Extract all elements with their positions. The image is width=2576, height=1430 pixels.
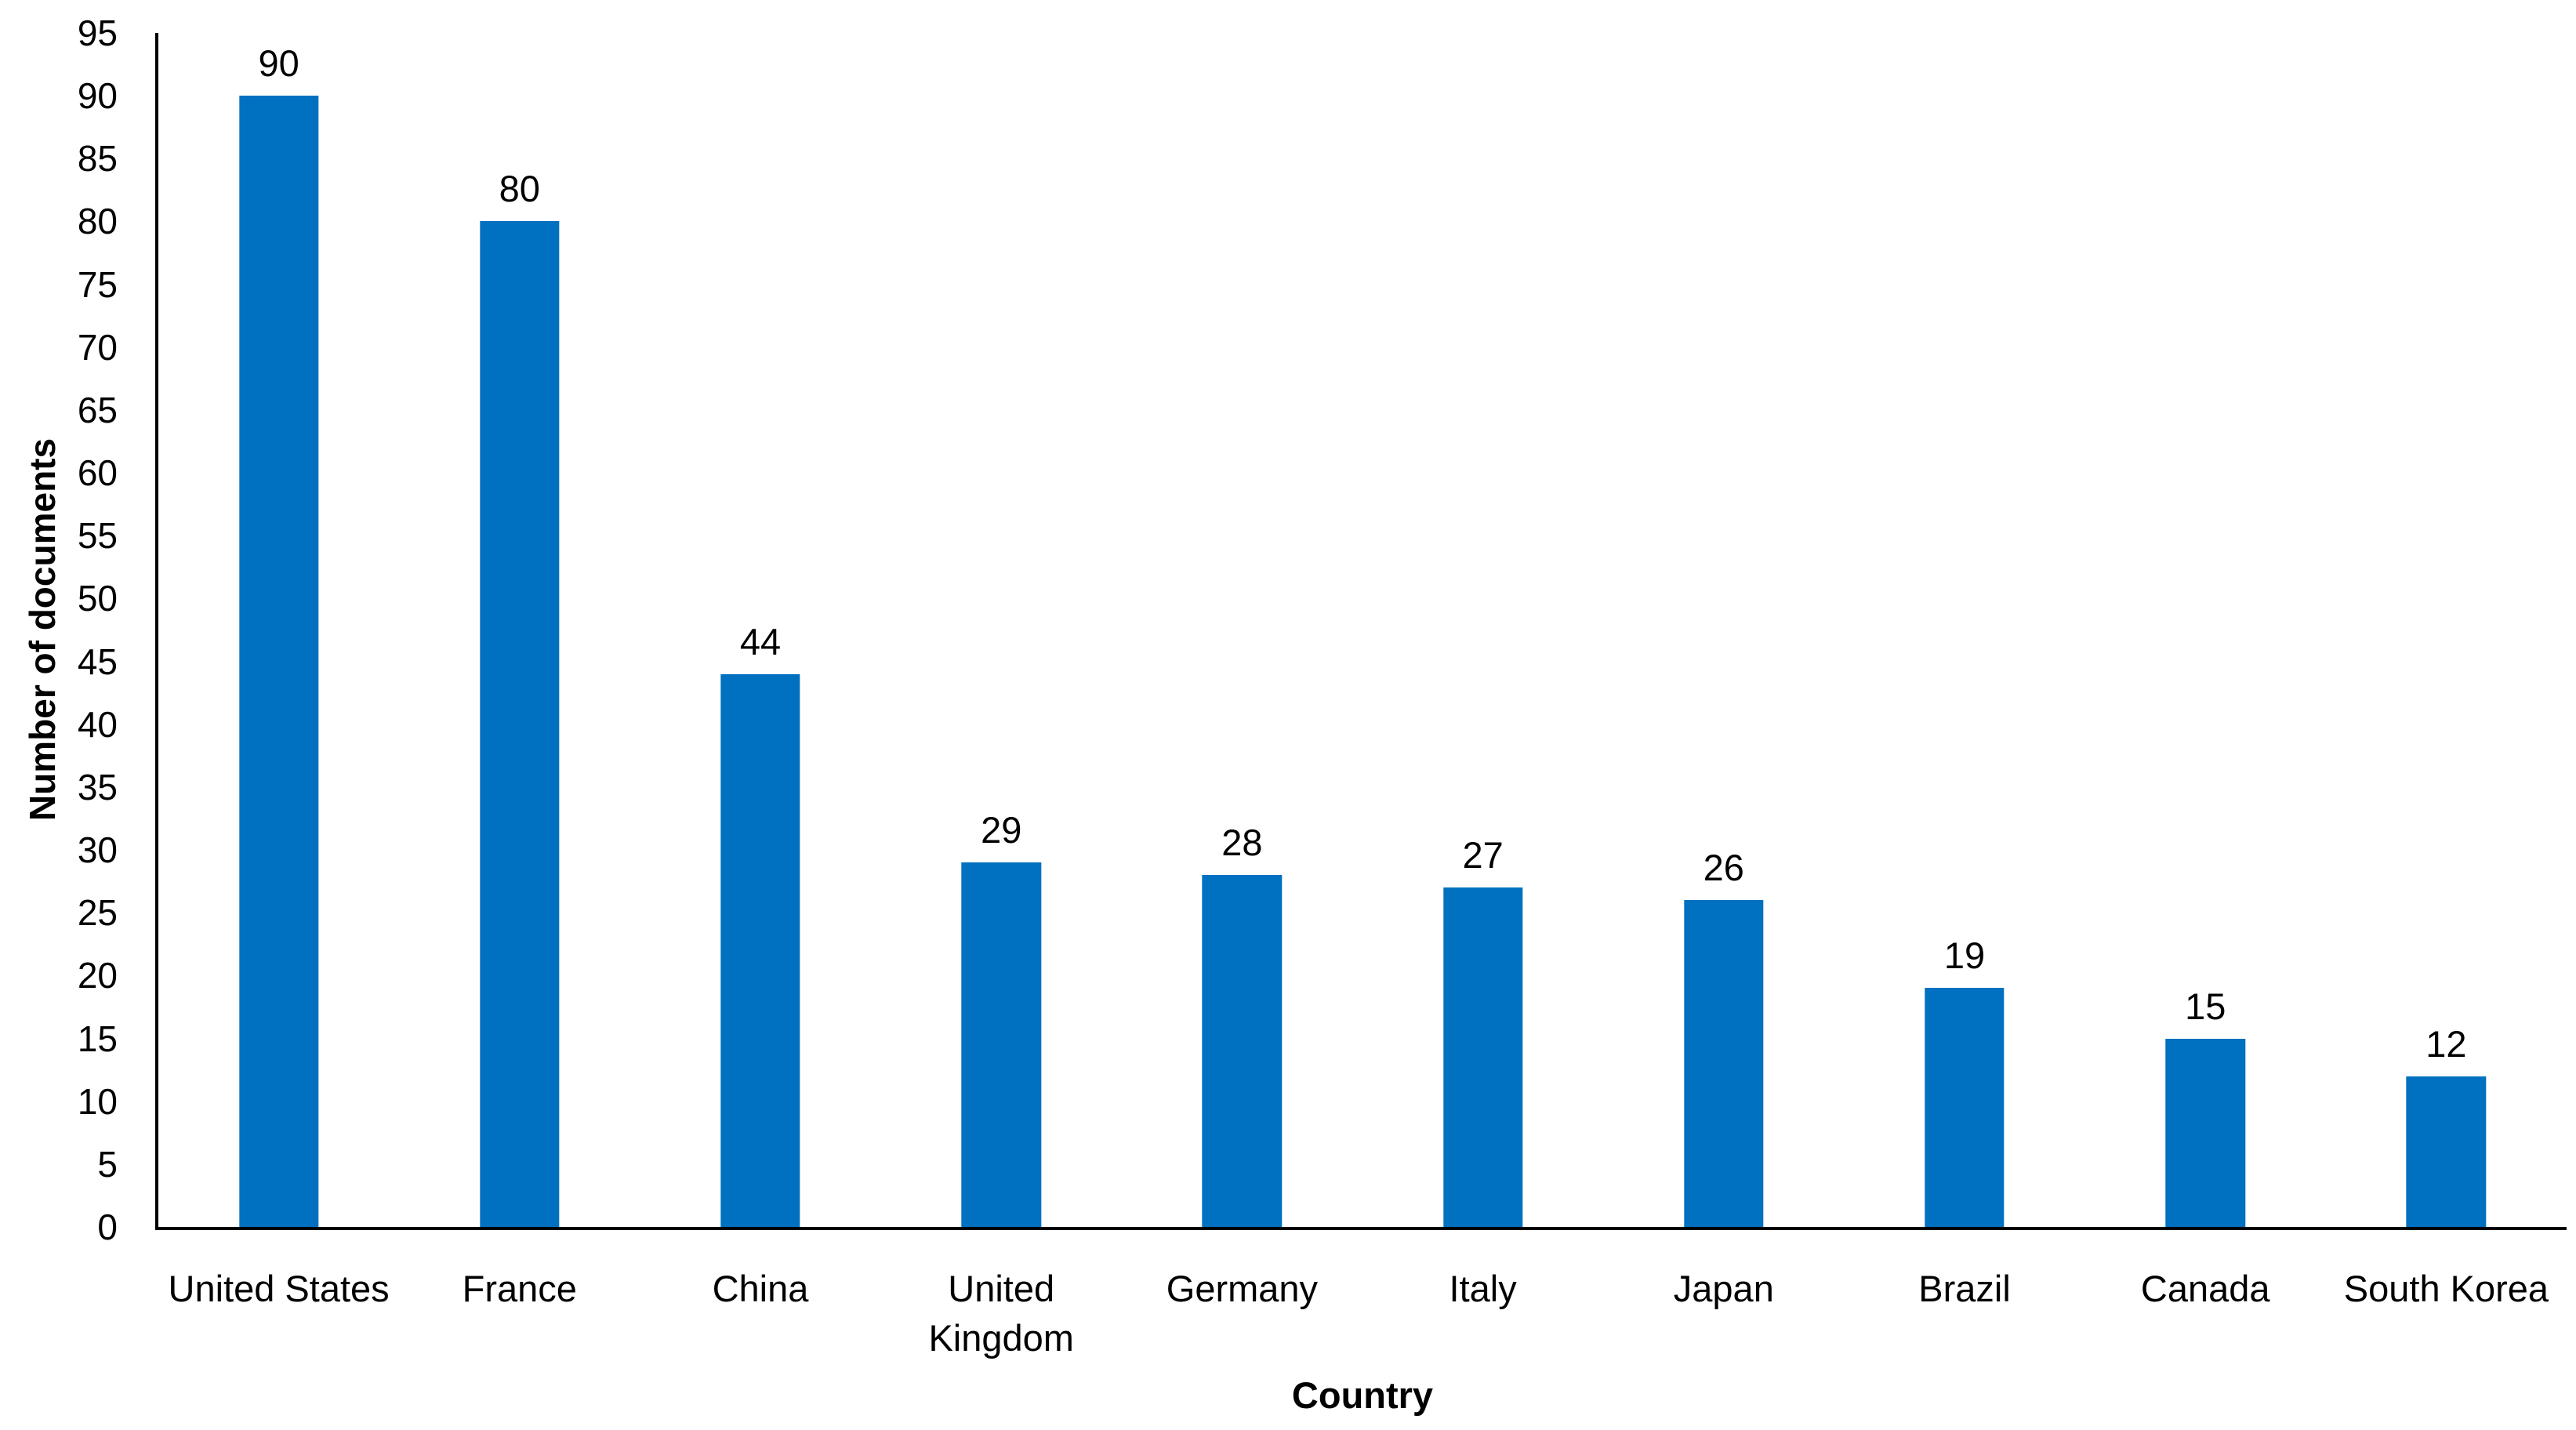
- y-tick-label: 60: [77, 452, 118, 494]
- y-tick-label: 55: [77, 515, 118, 557]
- y-tick-label: 75: [77, 263, 118, 305]
- bar-group: 19: [1844, 33, 2084, 1227]
- value-label: 26: [1703, 847, 1744, 889]
- bar-group: 15: [2085, 33, 2326, 1227]
- y-tick-label: 0: [97, 1207, 118, 1247]
- x-axis-category-labels: United States France China United Kingdom Ge…: [158, 1265, 2567, 1363]
- category-label: China: [712, 1268, 809, 1309]
- y-axis-tick-labels: 0 5 10 15 20 25 30 35 40 45 50 55 60 65 70 75 80 85 90 95: [0, 15, 118, 1245]
- bar: [1925, 988, 2005, 1227]
- category-label: Japan: [1673, 1268, 1774, 1309]
- value-label: 12: [2425, 1022, 2467, 1065]
- y-tick-label: 50: [77, 578, 118, 619]
- bar: [238, 96, 319, 1227]
- bar-group: 90: [158, 33, 399, 1227]
- category-label: Germany: [1166, 1268, 1319, 1309]
- bar-group: 12: [2326, 33, 2567, 1227]
- value-label: 90: [258, 42, 299, 85]
- category-label: United States: [168, 1268, 390, 1309]
- y-tick-label: 40: [77, 703, 118, 745]
- bar-group: 26: [1603, 33, 1844, 1227]
- y-tick-label: 45: [77, 641, 118, 682]
- value-label: 19: [1943, 935, 1986, 977]
- y-tick-label: 20: [77, 955, 118, 996]
- bar: [1442, 887, 1523, 1227]
- y-tick-label: 35: [77, 766, 118, 808]
- bar: [2406, 1076, 2487, 1227]
- bar-group: 80: [399, 33, 640, 1227]
- bar: [480, 221, 560, 1227]
- category-label: Brazil: [1918, 1268, 2011, 1309]
- value-label: 15: [2185, 985, 2226, 1027]
- bar-group: 44: [640, 33, 880, 1227]
- bar: [2165, 1038, 2245, 1227]
- category-label: United Kingdom: [928, 1268, 1074, 1359]
- bar: [1684, 900, 1764, 1227]
- y-tick-label: 90: [77, 75, 118, 117]
- y-tick-label: 85: [77, 138, 118, 180]
- y-tick-label: 25: [77, 892, 118, 934]
- category-label: Italy: [1449, 1268, 1517, 1309]
- y-tick-label: 70: [77, 326, 118, 368]
- bar-group: 28: [1122, 33, 1362, 1227]
- category-label: France: [462, 1268, 577, 1309]
- value-label: 27: [1462, 834, 1504, 877]
- y-tick-label: 15: [77, 1018, 118, 1059]
- value-label: 28: [1221, 822, 1263, 864]
- y-tick-label: 30: [77, 829, 118, 871]
- bar-group: 27: [1362, 33, 1603, 1227]
- bar: [961, 862, 1041, 1227]
- category-label: Canada: [2140, 1268, 2270, 1309]
- category-label: South Korea: [2343, 1268, 2549, 1309]
- x-axis-title: Country: [1291, 1374, 1434, 1416]
- y-tick-label: 80: [77, 201, 118, 242]
- bar: [720, 673, 800, 1227]
- bar: [1202, 875, 1283, 1227]
- y-tick-label: 5: [97, 1143, 118, 1185]
- y-tick-label: 95: [77, 13, 118, 53]
- value-label: 80: [499, 168, 540, 210]
- y-tick-label: 65: [77, 389, 118, 430]
- y-tick-label: 10: [77, 1080, 118, 1122]
- value-label: 44: [739, 620, 782, 662]
- bars-container: 90 80 44 29 28 27 26 19 15 12: [158, 33, 2567, 1227]
- plot-area: 90 80 44 29 28 27 26 19 15 12: [155, 33, 2567, 1230]
- bar-group: 29: [881, 33, 1122, 1227]
- value-label: 29: [981, 809, 1022, 851]
